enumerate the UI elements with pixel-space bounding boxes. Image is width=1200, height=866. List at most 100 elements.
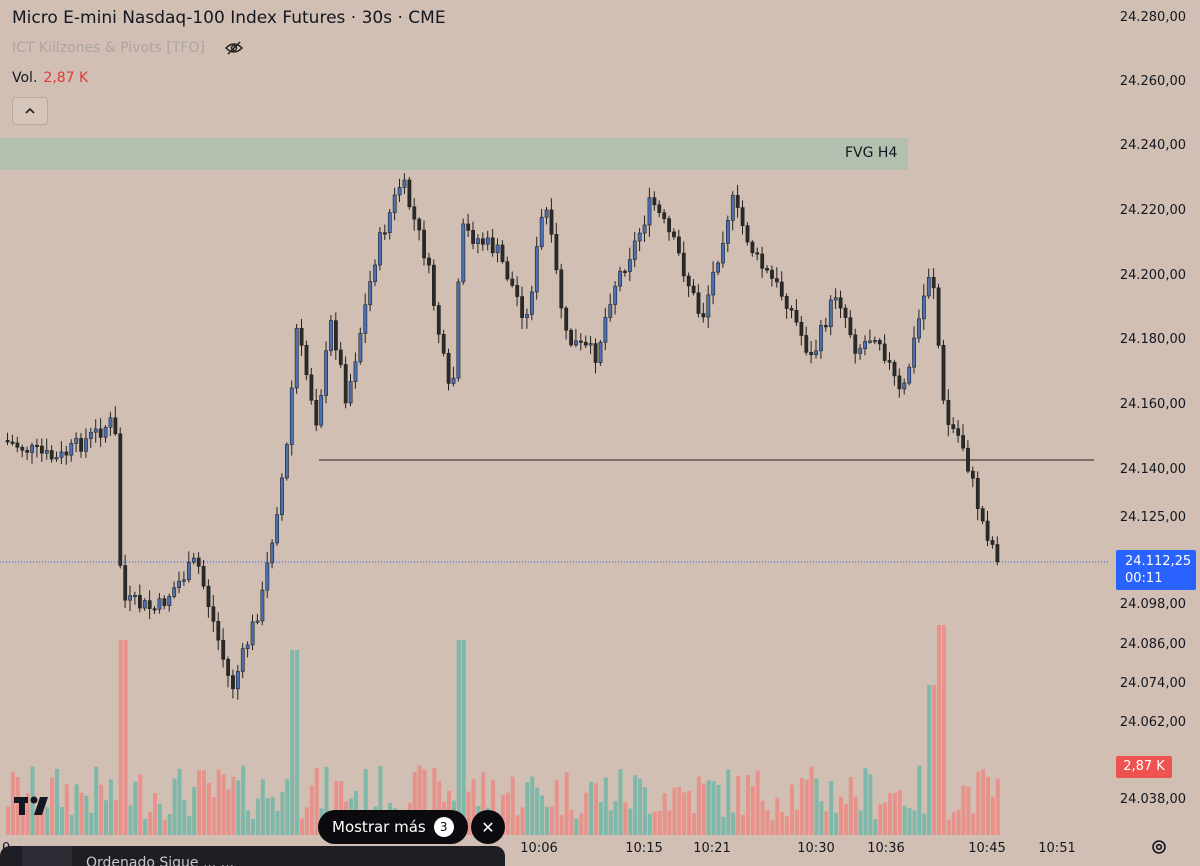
candle-body	[907, 366, 912, 384]
volume-bar	[422, 769, 427, 835]
candle-body	[265, 562, 270, 591]
candle-body	[823, 325, 828, 328]
candle-body	[299, 327, 304, 346]
candle-body	[245, 644, 250, 649]
volume-bar	[628, 808, 633, 835]
candle-body	[441, 334, 446, 354]
tradingview-logo[interactable]	[14, 794, 56, 816]
candle-body	[240, 648, 245, 672]
volume-bar	[839, 796, 843, 835]
candle-body	[681, 252, 686, 277]
show-more-button[interactable]: Mostrar más 3	[318, 810, 468, 844]
candle-body	[647, 197, 652, 226]
volume-bar	[128, 805, 133, 835]
candle-body	[539, 216, 544, 248]
candle-body	[926, 277, 931, 297]
candle-body	[79, 438, 84, 452]
volume-bar	[672, 787, 677, 835]
candle-body	[931, 277, 936, 289]
volume-bar	[966, 786, 971, 835]
candle-body	[598, 341, 603, 363]
candle-body	[745, 225, 750, 243]
candle-body	[333, 320, 338, 351]
candle-body	[574, 340, 578, 346]
eye-hidden-icon[interactable]	[224, 40, 244, 56]
candle-body	[735, 195, 740, 208]
volume-bar	[814, 778, 819, 835]
volume-bar	[976, 771, 981, 835]
candle-body	[113, 417, 118, 435]
candle-body	[69, 443, 74, 456]
candle-body	[632, 240, 637, 260]
volume-bar	[177, 768, 182, 835]
candle-body	[525, 314, 529, 318]
candle-body	[196, 557, 201, 567]
volume-bar	[785, 816, 790, 835]
volume-bar	[613, 801, 618, 835]
volume-legend: Vol. 2,87 K	[12, 70, 88, 86]
candle-body	[427, 257, 431, 266]
price-tick: 24.160,00	[1119, 397, 1186, 412]
candle-body	[877, 340, 882, 345]
indicator-label[interactable]: ICT Killzones & Pivots [TFO]	[12, 40, 205, 56]
candle-body	[93, 428, 98, 433]
fvg-zone	[0, 138, 908, 170]
candle-body	[662, 212, 667, 219]
volume-bar	[461, 640, 466, 835]
volume-bar	[309, 785, 314, 835]
candle-body	[917, 318, 921, 339]
volume-bar	[530, 776, 535, 835]
volume-bar	[153, 793, 157, 835]
volume-bar	[716, 784, 721, 835]
volume-bar	[922, 813, 927, 835]
close-button[interactable]: ✕	[471, 810, 505, 844]
candle-body	[789, 308, 794, 311]
volume-bar	[226, 789, 231, 835]
candle-body	[755, 252, 760, 255]
volume-bar	[69, 815, 74, 835]
volume-bar	[45, 807, 50, 835]
candle-body	[510, 278, 515, 286]
volume-bar	[280, 791, 285, 835]
symbol-title[interactable]: Micro E-mini Nasdaq-100 Index Futures · …	[12, 8, 446, 28]
volume-bar	[981, 769, 986, 835]
volume-bar	[290, 650, 295, 835]
volume-bar	[927, 685, 932, 835]
volume-bar	[412, 771, 417, 835]
candle-body	[226, 658, 231, 676]
volume-bar	[545, 806, 549, 835]
candle-body	[103, 426, 108, 438]
candle-body	[691, 285, 696, 294]
bottom-notification-bar[interactable]: Ordenado Sigue ... ...	[0, 846, 505, 866]
candle-body	[956, 428, 961, 436]
volume-bar	[941, 625, 946, 835]
candle-body	[284, 444, 289, 479]
candle-body	[108, 417, 113, 428]
volume-bar	[760, 800, 765, 835]
volume-bar	[917, 765, 922, 835]
candle-body	[275, 514, 280, 544]
candle-body	[515, 285, 520, 297]
candle-body	[382, 232, 387, 235]
volume-bar	[829, 781, 834, 835]
candle-body	[128, 595, 133, 601]
candle-body	[476, 238, 480, 244]
candle-body	[975, 477, 980, 509]
candle-body	[490, 237, 495, 254]
volume-bar	[50, 777, 55, 835]
candle-body	[946, 399, 951, 425]
candle-body	[828, 299, 833, 328]
price-tick: 24.220,00	[1119, 203, 1186, 218]
current-price-value: 24.112,25	[1125, 554, 1192, 569]
candle-body	[373, 264, 378, 282]
gear-icon[interactable]	[1150, 838, 1168, 856]
volume-bar	[559, 814, 564, 835]
volume-bar	[197, 770, 202, 835]
volume-bar	[182, 800, 187, 835]
candle-body	[211, 606, 216, 622]
collapse-legend-button[interactable]	[12, 97, 48, 125]
volume-bar	[535, 787, 540, 835]
volume-bar	[883, 802, 888, 835]
volume-bar	[824, 811, 829, 835]
